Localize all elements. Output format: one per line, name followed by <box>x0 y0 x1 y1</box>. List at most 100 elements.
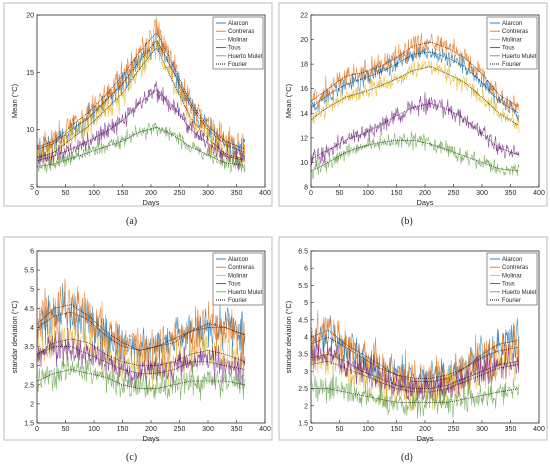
legend-a <box>212 16 264 70</box>
x-tick-label-d: 250 <box>448 426 460 433</box>
y-tick-label-c: 4 <box>30 325 34 332</box>
x-tick-label-d: 0 <box>309 426 313 433</box>
fourier-fit-huerto-mulet-a <box>37 127 245 167</box>
series-line-contreras-c <box>37 278 246 376</box>
legend-label-fourier-b: Fourier <box>502 62 521 68</box>
fourier-fit-contreras-b <box>311 41 519 108</box>
chart-panel-b: 0 50 100 150 200 250 300 350 400 8 10 12 14 16 18 20 22 D… <box>275 0 550 234</box>
legend-label-tous-d: Tous <box>502 282 515 288</box>
y-tick-label-d: 1.5 <box>298 421 308 428</box>
fourier-fit-huerto-mulet-b <box>311 140 519 172</box>
y-tick-label-c: 5.5 <box>24 268 34 275</box>
series-line-contreras-d <box>311 310 520 406</box>
legend-label-molinar-b: Molinar <box>502 37 522 43</box>
series-group-d <box>311 310 520 420</box>
fourier-fit-contreras-a <box>37 32 245 150</box>
x-tick-label-c: 100 <box>88 426 100 433</box>
chart-svg-c: 0 50 100 150 200 250 300 350 400 1.5 2 2.5 3 3.5 4 4.5 5… <box>3 236 273 443</box>
legend-label-alarcon-c: Alarcon <box>228 257 248 263</box>
x-tick-label-a: 50 <box>62 190 70 197</box>
legend-label-huerto-mulet-c: Huerto Mulet <box>228 290 263 296</box>
y-tick-label-b: 16 <box>300 86 308 93</box>
fourier-fit-molinar-d <box>311 361 519 393</box>
x-tick-label-c: 200 <box>145 426 157 433</box>
x-axis-label-c: Days <box>142 434 159 443</box>
x-axis-label-a: Days <box>142 198 159 207</box>
fourier-fit-alarcon-d <box>311 336 519 379</box>
y-axis-label-b: Mean (°C) <box>284 83 293 118</box>
x-tick-label-b: 400 <box>533 190 545 197</box>
fourier-fit-huerto-mulet-c <box>37 369 245 389</box>
series-line-alarcon-d <box>311 315 520 398</box>
chart-panel-c: 0 50 100 150 200 250 300 350 400 1.5 2 2.5 3 3.5 4 4.5 5… <box>0 234 275 468</box>
y-tick-label-d: 6 <box>304 266 308 273</box>
legend-label-fourier-c: Fourier <box>228 298 247 304</box>
series-line-tous-a <box>37 81 246 172</box>
x-tick-label-d: 150 <box>391 426 403 433</box>
x-tick-label-d: 300 <box>476 426 488 433</box>
x-tick-label-c: 50 <box>62 426 70 433</box>
x-tick-label-a: 300 <box>202 190 214 197</box>
x-axis-label-b: Days <box>416 198 433 207</box>
chart-svg-a: 0 50 100 150 200 250 300 350 400 5 10 15 20 Days Mean … <box>3 2 273 207</box>
x-tick-label-a: 100 <box>88 190 100 197</box>
y-tick-label-d: 2 <box>304 403 308 410</box>
series-line-tous-d <box>311 336 520 404</box>
y-tick-label-d: 6.5 <box>298 249 308 256</box>
series-line-molinar-b <box>311 60 520 133</box>
x-tick-label-c: 400 <box>259 426 271 433</box>
y-tick-label-b: 10 <box>300 160 308 167</box>
y-tick-label-a: 15 <box>26 70 34 77</box>
x-tick-label-b: 300 <box>476 190 488 197</box>
series-group-c <box>37 278 246 401</box>
series-line-molinar-c <box>37 314 246 391</box>
chart-panel-d: 0 50 100 150 200 250 300 350 400 1.5 2 2.5 3 3.5 4 4.5 5… <box>275 234 550 468</box>
series-line-molinar-a <box>37 36 246 170</box>
caption-c: (c) <box>126 452 138 463</box>
y-tick-label-c: 5 <box>30 287 34 294</box>
legend-label-molinar-c: Molinar <box>228 273 248 279</box>
y-tick-label-d: 3.5 <box>298 352 308 359</box>
x-tick-label-b: 0 <box>309 190 313 197</box>
series-group-a <box>37 16 246 173</box>
y-tick-label-b: 22 <box>300 13 308 20</box>
y-tick-label-b: 20 <box>300 37 308 44</box>
y-tick-label-d: 5.5 <box>298 283 308 290</box>
x-tick-label-c: 0 <box>35 426 39 433</box>
x-tick-label-b: 150 <box>391 190 403 197</box>
caption-d: (d) <box>401 452 413 463</box>
y-tick-label-d: 3 <box>304 369 308 376</box>
y-tick-label-d: 2.5 <box>298 386 308 393</box>
legend-b <box>486 16 538 70</box>
legend-label-fourier-a: Fourier <box>228 62 247 68</box>
y-tick-label-d: 4 <box>304 335 308 342</box>
x-tick-label-d: 200 <box>419 426 431 433</box>
legend-label-tous-c: Tous <box>228 282 241 288</box>
x-tick-label-d: 350 <box>505 426 517 433</box>
series-line-huerto-mulet-a <box>37 122 246 173</box>
series-line-huerto-mulet-d <box>311 373 520 420</box>
x-tick-label-c: 150 <box>117 426 129 433</box>
y-tick-label-a: 10 <box>26 127 34 134</box>
legend-label-contreras-d: Contreras <box>502 265 528 271</box>
legend-label-molinar-d: Molinar <box>502 273 522 279</box>
fourier-fit-tous-c <box>37 346 245 374</box>
legend-label-molinar-a: Molinar <box>228 37 248 43</box>
y-tick-label-b: 12 <box>300 135 308 142</box>
legend-c <box>212 252 264 306</box>
x-tick-label-a: 350 <box>231 190 243 197</box>
x-tick-label-a: 250 <box>174 190 186 197</box>
fourier-fit-molinar-b <box>311 66 519 126</box>
y-tick-label-a: 20 <box>26 13 34 20</box>
fourier-fit-alarcon-a <box>37 40 245 153</box>
x-tick-label-a: 150 <box>117 190 129 197</box>
y-axis-label-d: standar deviation (°C) <box>284 300 293 373</box>
y-tick-label-b: 8 <box>304 185 308 192</box>
series-group-b <box>311 33 520 180</box>
x-tick-label-b: 350 <box>505 190 517 197</box>
series-line-huerto-mulet-b <box>311 131 520 180</box>
x-tick-label-a: 200 <box>145 190 157 197</box>
x-tick-label-a: 0 <box>35 190 39 197</box>
fourier-fit-alarcon-b <box>311 51 519 114</box>
fourier-fit-contreras-d <box>311 330 519 382</box>
